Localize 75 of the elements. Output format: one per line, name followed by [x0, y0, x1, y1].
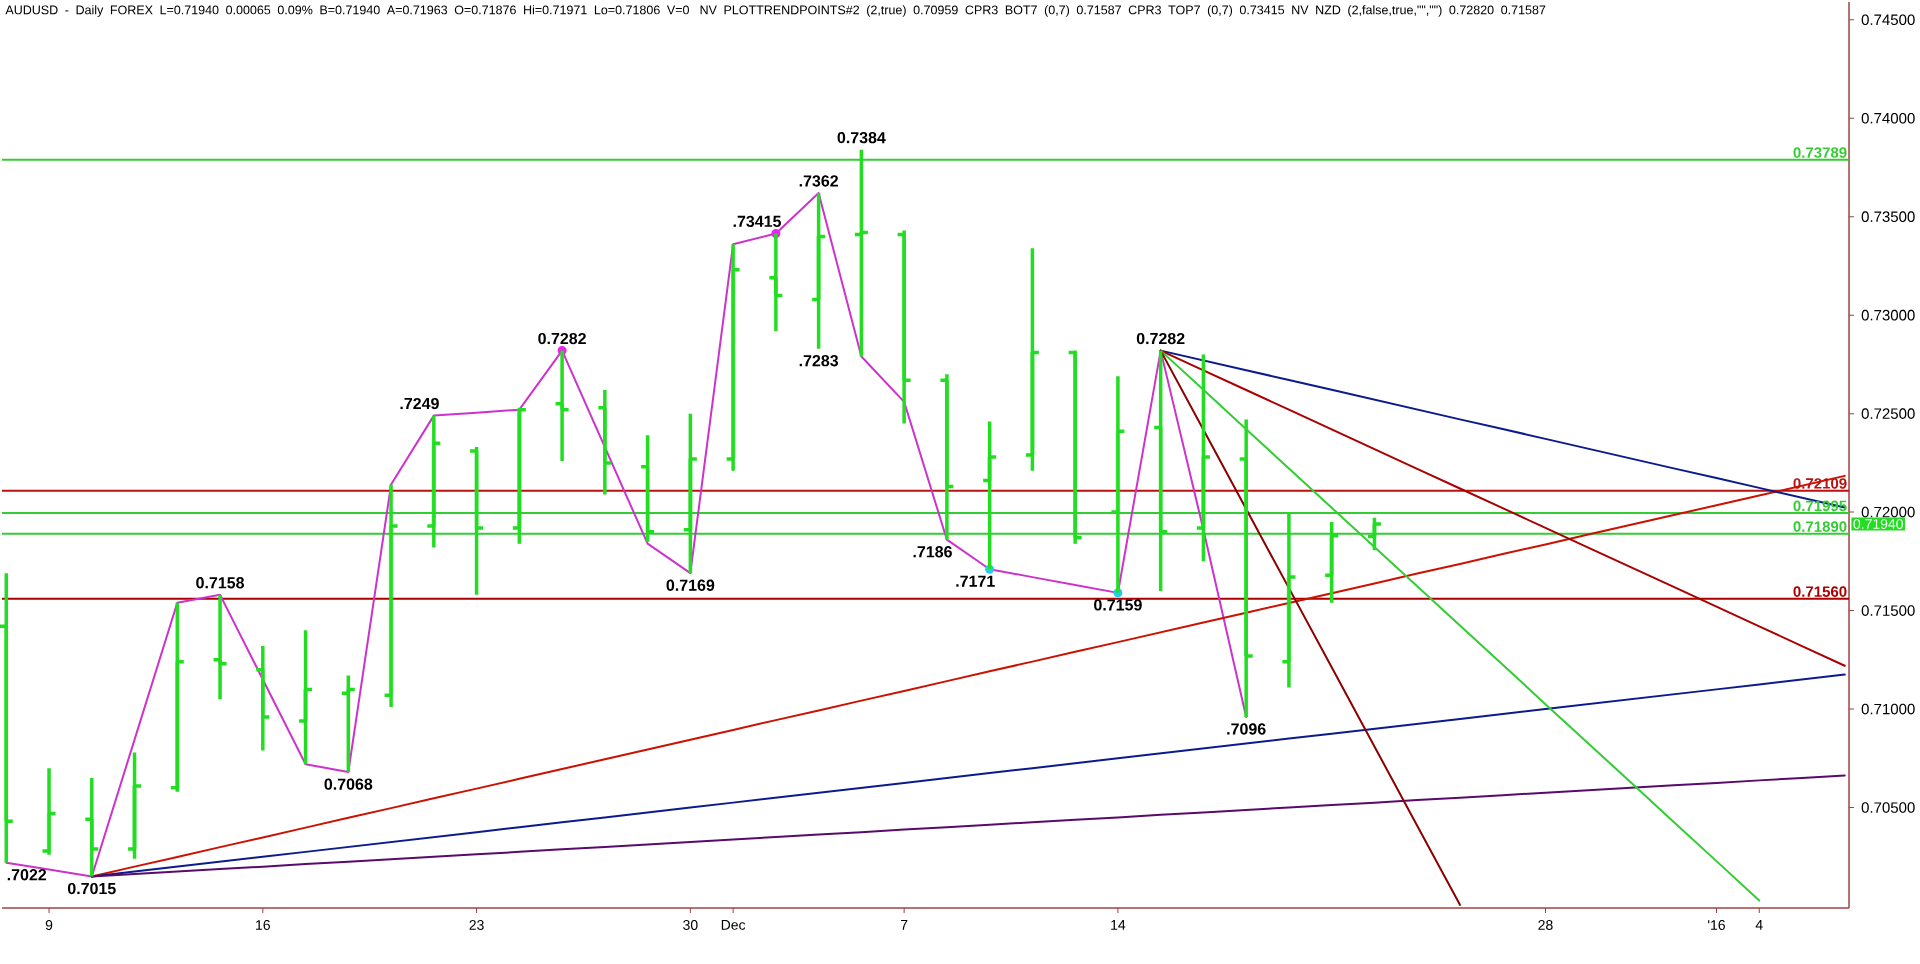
y-tick-label: 0.72500 [1861, 408, 1915, 419]
y-tick-label: 0.71500 [1861, 605, 1915, 616]
line-series [1159, 349, 1461, 906]
data-label: 0.7159 [1094, 599, 1142, 611]
candlestick [853, 147, 870, 359]
data-label: 0.7068 [324, 778, 373, 790]
data-label: .7171 [956, 575, 995, 587]
candlestick [40, 766, 58, 857]
x-tick-label: 23 [469, 920, 484, 930]
data-label: 0.7282 [1136, 332, 1185, 345]
data-label: 0.7158 [196, 577, 245, 589]
candlestick [981, 419, 998, 571]
y-tick-label: 0.73500 [1861, 211, 1915, 222]
candlestick [340, 673, 357, 774]
x-tick-label: 28 [1538, 920, 1553, 930]
ref-line-label: 0.71560 [1793, 586, 1847, 597]
candlestick [1366, 516, 1383, 553]
candlestick [382, 482, 400, 709]
candlestick [425, 413, 443, 550]
x-tick-label: 4 [1755, 920, 1763, 930]
candlestick [126, 750, 143, 861]
candlestick [0, 571, 15, 865]
candlestick [254, 644, 272, 753]
candlestick [211, 593, 229, 701]
y-tick-label: 0.74500 [1861, 14, 1915, 26]
y-tick-label: 0.70500 [1861, 802, 1915, 813]
x-tick-label: Dec [721, 920, 746, 930]
y-tick-label: 0.72000 [1861, 506, 1915, 518]
candlestick [1066, 348, 1084, 546]
candlestick [1109, 374, 1127, 595]
candlestick [1152, 348, 1169, 593]
annotation: 0.7384 [837, 131, 886, 144]
candlestick [767, 231, 785, 333]
data-label: 0.7015 [67, 882, 116, 895]
data-label: 0.7169 [666, 579, 715, 591]
chart-subtitle: NV PLOTTRENDPOINTS#2 (2,true) 0.70959 CPR3 BOT7 (0,7) 0.71587 CPR3 TOP7 (0,7) 0.73415 NV NZD (2,false,true,"","") 0.72820 0.71587 [700, 5, 1546, 17]
data-label: .7186 [913, 546, 952, 558]
text: 0.71940 [1853, 519, 1903, 529]
candlestick [297, 628, 314, 766]
x-tick-label: 14 [1111, 920, 1126, 930]
annotation: .7283 [799, 355, 839, 367]
candlestick [596, 388, 614, 497]
candlestick [1195, 352, 1212, 564]
candlestick [169, 600, 186, 794]
data-label: .7022 [7, 869, 47, 881]
data-label: .7096 [1227, 723, 1266, 735]
candlestick [724, 242, 742, 473]
chart-title: AUDUSD - Daily FOREX L=0.71940 0.00065 0.09% B=0.71940 A=0.71963 O=0.71876 Hi=0.71971 Lo=0.71806 V=0 [5, 5, 689, 17]
candlestick [1237, 417, 1255, 719]
data-label: .73415 [733, 215, 781, 228]
candlestick [1024, 246, 1041, 473]
x-tick-label: '16 [1708, 920, 1725, 930]
line-series [90, 774, 1846, 878]
data-label: .7362 [799, 175, 838, 187]
candlestick [682, 411, 699, 575]
candlestick [1280, 510, 1298, 690]
y-tick-label: 0.73000 [1861, 309, 1915, 321]
ref-line-label: 0.73789 [1793, 147, 1847, 158]
ref-line-label: 0.71890 [1793, 521, 1847, 532]
data-label: 0.7282 [538, 332, 586, 345]
candlestick [938, 372, 956, 542]
x-tick-label: 7 [900, 920, 908, 930]
data-label: .7249 [400, 397, 439, 410]
candlestick [468, 445, 485, 597]
x-tick-label: 9 [45, 920, 53, 930]
candlestick [895, 228, 913, 426]
candlestick [639, 433, 656, 544]
candlestick [511, 405, 528, 546]
candlestick [810, 191, 827, 351]
x-tick-label: 16 [256, 920, 270, 930]
candlestick [1323, 520, 1340, 605]
candlestick [83, 776, 101, 879]
y-tick-label: 0.74000 [1861, 112, 1915, 124]
x-tick-label: 30 [683, 920, 698, 930]
y-tick-label: 0.71000 [1861, 703, 1915, 715]
